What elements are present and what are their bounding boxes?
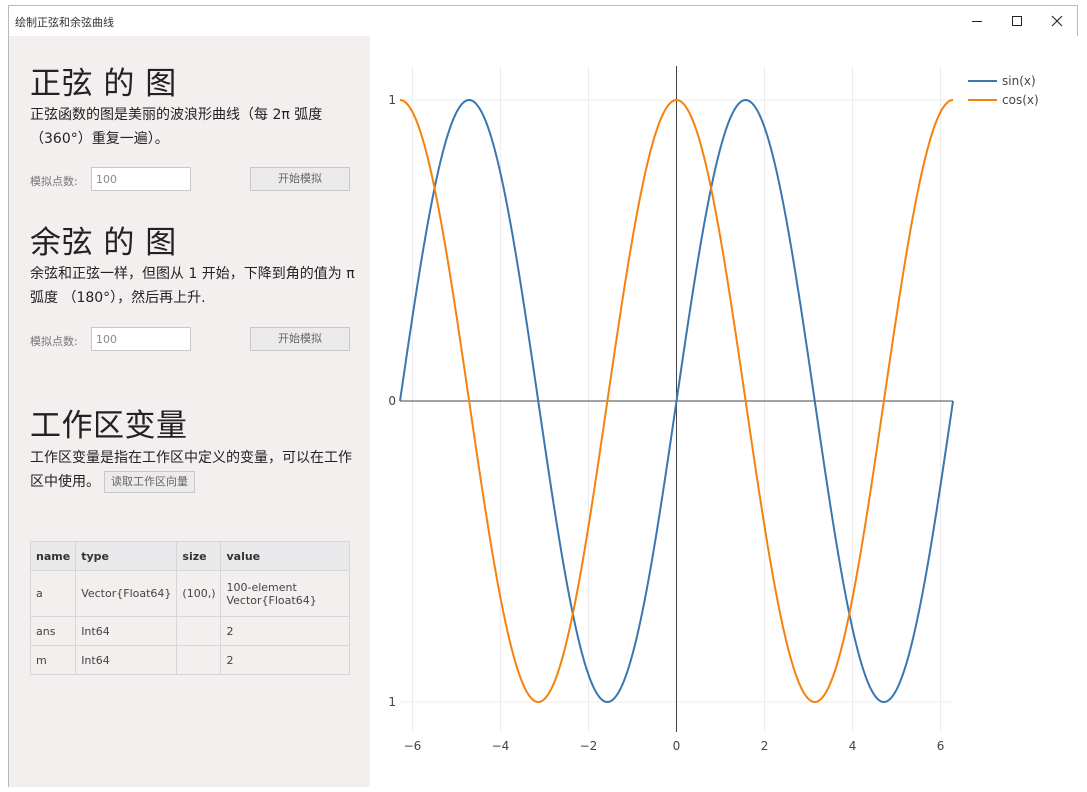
minimize-button[interactable] [957, 6, 997, 36]
column-header-size: size [176, 541, 222, 571]
workspace-table: name type size value a Vector{Float64} (… [29, 541, 350, 675]
series-line-sin [399, 98, 954, 704]
cell-value: 100-element Vector{Float64} [220, 570, 350, 617]
plot-area[interactable]: −6 −4 −2 0 2 4 6 1 0 1 sin(x) cos(x) [370, 36, 1078, 787]
table-row[interactable]: ans Int64 2 [29, 616, 350, 646]
cell-value: 2 [220, 616, 350, 646]
x-tick-label: −4 [492, 739, 510, 753]
x-tick-label: 0 [673, 739, 681, 753]
cell-type: Int64 [75, 616, 178, 646]
legend-label-sin: sin(x) [1002, 73, 1036, 88]
column-header-type: type [75, 541, 178, 571]
cosine-start-button[interactable]: 开始模拟 [250, 327, 350, 351]
legend-swatch-cos [968, 98, 997, 101]
column-header-name: name [29, 541, 77, 571]
x-tick-label: 4 [849, 739, 857, 753]
workspace-description: 工作区变量是指在工作区中定义的变量，可以在工作区中使用。 [30, 450, 352, 490]
legend-label-cos: cos(x) [1002, 92, 1039, 107]
sine-description: 正弦函数的图是美丽的波浪形曲线（每 2π 弧度（360°）重复一遍）。 [30, 107, 323, 147]
legend-item-sin[interactable]: sin(x) [968, 71, 1039, 90]
cosine-points-input[interactable] [91, 327, 191, 351]
sidebar-panel: 正弦 的 图 正弦函数的图是美丽的波浪形曲线（每 2π 弧度（360°）重复一遍… [9, 36, 370, 787]
cell-type: Int64 [75, 645, 178, 675]
cell-size [176, 616, 222, 646]
x-tick-label: −6 [404, 739, 422, 753]
series-line-cos [399, 98, 954, 704]
workspace-description-block: 工作区变量是指在工作区中定义的变量，可以在工作区中使用。 读取工作区向量 [30, 446, 355, 494]
column-header-value: value [220, 541, 350, 571]
app-window: 绘制正弦和余弦曲线 正弦 的 图 正弦函数的图是美丽的波浪形曲线（每 2π 弧度… [8, 5, 1078, 787]
cosine-points-label: 模拟点数: [30, 335, 78, 348]
cell-type: Vector{Float64} [75, 570, 178, 617]
cosine-heading: 余弦 的 图 [30, 225, 177, 261]
read-workspace-button[interactable]: 读取工作区向量 [104, 471, 195, 493]
window-title: 绘制正弦和余弦曲线 [15, 16, 114, 29]
y-tick-label: 1 [388, 93, 396, 107]
legend-swatch-sin [968, 79, 997, 82]
cell-name: m [29, 645, 77, 675]
cell-size [176, 645, 222, 675]
close-icon [1051, 15, 1063, 27]
table-header-row: name type size value [29, 541, 350, 571]
series-lines [399, 98, 954, 704]
y-tick-label: 1 [388, 695, 396, 709]
title-bar: 绘制正弦和余弦曲线 [9, 6, 1077, 36]
sine-points-label: 模拟点数: [30, 175, 78, 188]
cell-name: ans [29, 616, 77, 646]
cell-name: a [29, 570, 77, 617]
legend-item-cos[interactable]: cos(x) [968, 90, 1039, 109]
table-row[interactable]: m Int64 2 [29, 645, 350, 675]
y-tick-label: 0 [388, 394, 396, 408]
sine-points-input[interactable] [91, 167, 191, 191]
table-row[interactable]: a Vector{Float64} (100,) 100-element Vec… [29, 570, 350, 617]
workspace-heading: 工作区变量 [30, 408, 188, 444]
x-tick-label: 6 [937, 739, 945, 753]
maximize-icon [1012, 16, 1022, 26]
cosine-description: 余弦和正弦一样，但图从 1 开始，下降到角的值为 π 弧度 （180°），然后再… [30, 266, 355, 306]
cell-size: (100,) [176, 570, 222, 617]
chart-legend[interactable]: sin(x) cos(x) [968, 71, 1039, 109]
sin-cos-chart[interactable]: −6 −4 −2 0 2 4 6 1 0 1 [370, 36, 1078, 787]
cell-value: 2 [220, 645, 350, 675]
sine-heading: 正弦 的 图 [30, 66, 177, 102]
maximize-button[interactable] [997, 6, 1037, 36]
x-tick-label: −2 [580, 739, 598, 753]
tick-labels: −6 −4 −2 0 2 4 6 1 0 1 [388, 93, 944, 753]
sine-start-button[interactable]: 开始模拟 [250, 167, 350, 191]
minimize-icon [972, 21, 982, 22]
close-button[interactable] [1037, 6, 1077, 36]
x-tick-label: 2 [761, 739, 769, 753]
